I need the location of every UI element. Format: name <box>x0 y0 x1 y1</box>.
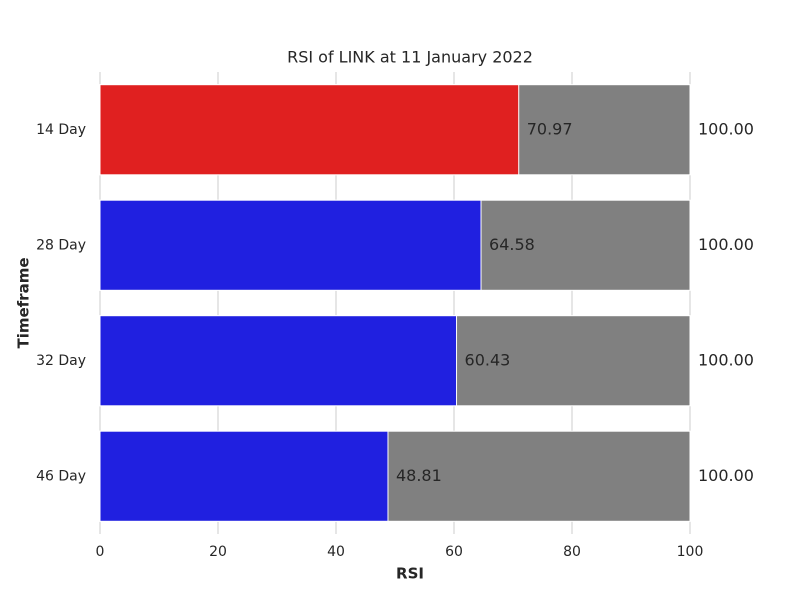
y-tick-label: 28 Day <box>36 237 86 253</box>
value-label: 100.00 <box>698 235 754 254</box>
chart-title: RSI of LINK at 11 January 2022 <box>287 48 533 67</box>
x-tick-label: 60 <box>445 544 463 560</box>
value-label: 64.58 <box>489 235 535 254</box>
value-label: 100.00 <box>698 466 754 485</box>
value-label: 100.00 <box>698 119 754 138</box>
x-tick-label: 40 <box>327 544 345 560</box>
value-label: 70.97 <box>527 119 573 138</box>
value-label: 48.81 <box>396 466 442 485</box>
y-tick-label: 14 Day <box>36 122 86 138</box>
bar <box>99 199 482 291</box>
value-label: 100.00 <box>698 350 754 369</box>
x-axis-label: RSI <box>396 565 424 583</box>
x-tick-label: 20 <box>209 544 227 560</box>
bar <box>99 315 458 407</box>
y-tick-label: 46 Day <box>36 468 86 484</box>
x-tick-label: 0 <box>96 544 105 560</box>
x-tick-label: 80 <box>563 544 581 560</box>
value-label: 60.43 <box>465 350 511 369</box>
y-tick-label: 32 Day <box>36 353 86 369</box>
bar <box>99 430 389 522</box>
bar <box>99 84 520 176</box>
x-tick-label: 100 <box>677 544 704 560</box>
y-axis-label: Timeframe <box>15 257 33 348</box>
